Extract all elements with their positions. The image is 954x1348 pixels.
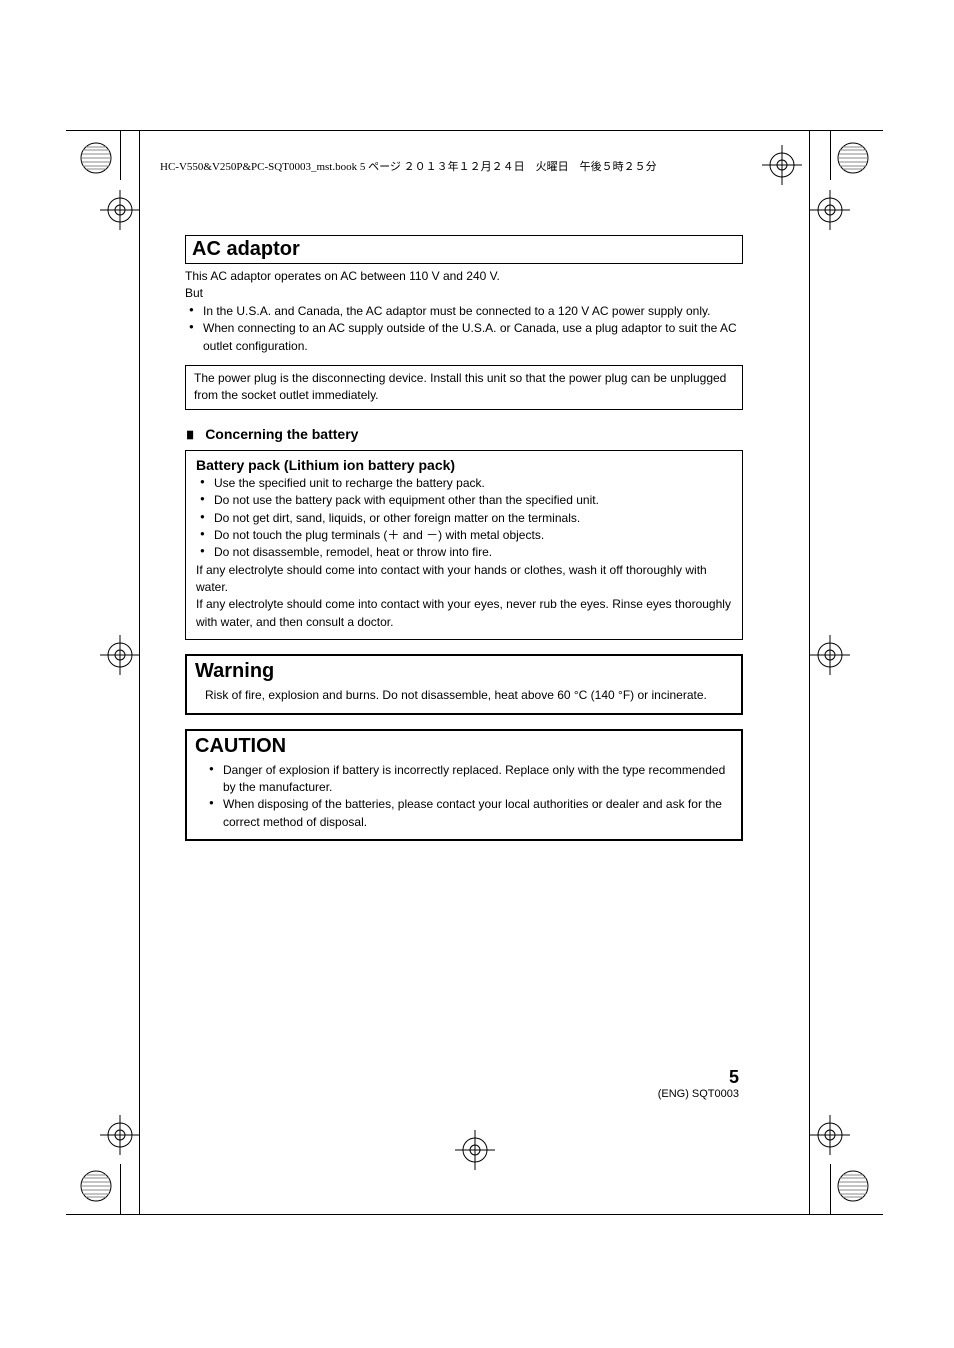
crop-line [830, 130, 831, 180]
power-plug-text: The power plug is the disconnecting devi… [194, 371, 726, 402]
warning-box: Warning Risk of fire, explosion and burn… [185, 654, 743, 714]
crop-line [810, 1214, 883, 1215]
ac-adaptor-heading: AC adaptor [192, 238, 736, 261]
battery-bullet-1: Use the specified unit to recharge the b… [200, 475, 732, 492]
battery-box: Battery pack (Lithium ion battery pack) … [185, 450, 743, 641]
battery-subheading: ∎ Concerning the battery [185, 424, 743, 444]
power-plug-note: The power plug is the disconnecting devi… [185, 365, 743, 410]
ac-bullet-2: When connecting to an AC supply outside … [189, 320, 743, 355]
registration-crosshair-icon [100, 190, 140, 230]
ac-bullet-1: In the U.S.A. and Canada, the AC adaptor… [189, 303, 743, 320]
registration-crosshair-icon [810, 190, 850, 230]
crop-line [120, 130, 121, 180]
caution-title: CAUTION [195, 735, 733, 758]
battery-bullets: Use the specified unit to recharge the b… [196, 475, 732, 562]
square-bullet-icon: ∎ [185, 426, 195, 443]
print-header: HC-V550&V250P&PC-SQT0003_mst.book 5 ページ … [160, 158, 657, 174]
doc-code: (ENG) SQT0003 [658, 1088, 739, 1100]
registration-hatched-icon [835, 1168, 871, 1204]
battery-para2: If any electrolyte should come into cont… [196, 596, 732, 631]
battery-box-title: Battery pack (Lithium ion battery pack) [196, 457, 732, 473]
crop-line [830, 1164, 831, 1215]
caution-bullet-2: When disposing of the batteries, please … [209, 796, 733, 831]
registration-crosshair-icon [810, 635, 850, 675]
battery-bullet-4: Do not touch the plug terminals (＋ and －… [200, 527, 732, 544]
ac-adaptor-bullets: In the U.S.A. and Canada, the AC adaptor… [185, 303, 743, 355]
crop-line [120, 130, 139, 131]
ac-intro-line1: This AC adaptor operates on AC between 1… [185, 268, 743, 285]
crop-line [139, 130, 140, 131]
battery-bullet-5: Do not disassemble, remodel, heat or thr… [200, 544, 732, 561]
registration-crosshair-icon [455, 1130, 495, 1170]
registration-crosshair-icon [810, 1115, 850, 1155]
battery-subheading-text: Concerning the battery [205, 426, 358, 442]
warning-title: Warning [195, 660, 733, 683]
warning-text: Risk of fire, explosion and burns. Do no… [195, 687, 733, 704]
ac-adaptor-intro: This AC adaptor operates on AC between 1… [185, 268, 743, 303]
page-number: 5 [658, 1067, 739, 1088]
ac-adaptor-heading-box: AC adaptor [185, 235, 743, 264]
registration-hatched-icon [835, 140, 871, 176]
registration-crosshair-icon [100, 1115, 140, 1155]
page-footer: 5 (ENG) SQT0003 [658, 1067, 739, 1100]
battery-bullet-2: Do not use the battery pack with equipme… [200, 492, 732, 509]
caution-bullet-1: Danger of explosion if battery is incorr… [209, 762, 733, 797]
crop-line [120, 1214, 139, 1215]
crop-line [120, 1164, 121, 1215]
crop-line [810, 130, 883, 131]
registration-hatched-icon [78, 1168, 114, 1204]
registration-crosshair-icon [100, 635, 140, 675]
ac-intro-line2: But [185, 285, 743, 302]
registration-hatched-icon [78, 140, 114, 176]
battery-para1: If any electrolyte should come into cont… [196, 562, 732, 597]
caution-box: CAUTION Danger of explosion if battery i… [185, 729, 743, 842]
battery-bullet-3: Do not get dirt, sand, liquids, or other… [200, 510, 732, 527]
header-filename: HC-V550&V250P&PC-SQT0003_mst.book 5 ページ … [160, 161, 657, 173]
registration-crosshair-icon [762, 145, 792, 175]
page-content: AC adaptor This AC adaptor operates on A… [185, 235, 743, 855]
caution-bullets: Danger of explosion if battery is incorr… [195, 762, 733, 832]
